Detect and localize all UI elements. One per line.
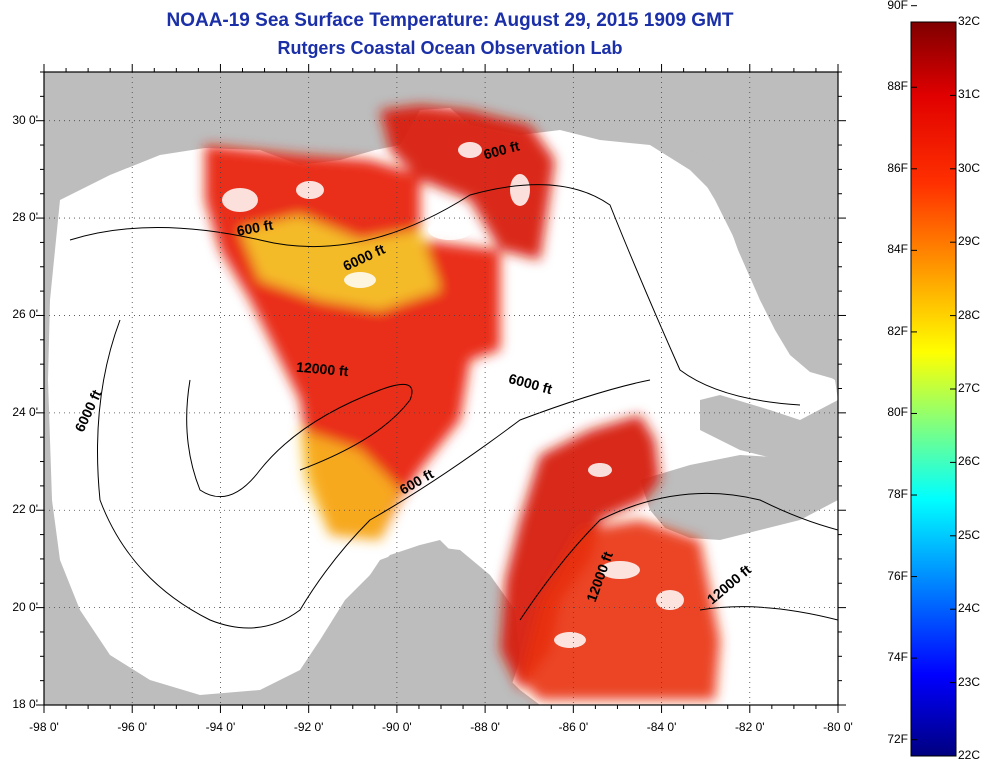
colorbar-fahrenheit-label: 86F <box>887 160 908 175</box>
colorbar-fahrenheit-label: 74F <box>887 650 908 665</box>
colorbar <box>910 21 957 757</box>
contour-label: 12000 ft <box>296 359 350 380</box>
contour-6000ft <box>97 319 651 629</box>
x-tick-label: -80 0' <box>823 720 853 734</box>
sst-swath-south <box>520 520 720 700</box>
contour-label: 600 ft <box>235 217 274 239</box>
colorbar-fahrenheit-label: 88F <box>887 79 908 94</box>
x-tick-label: -86 0' <box>558 720 589 734</box>
axis-ticks <box>36 64 846 713</box>
colorbar-celsius-label: 25C <box>958 527 981 542</box>
florida <box>690 130 838 380</box>
sst-swath-cool2 <box>300 430 400 540</box>
y-tick-label: 18 0' <box>12 697 38 711</box>
colorbar-celsius-label: 22C <box>958 748 981 762</box>
x-tick-label: -98 0' <box>29 720 59 734</box>
colorbar-celsius-label: 27C <box>958 381 981 395</box>
colorbar-celsius-label: 26C <box>958 454 981 469</box>
contour-cuba <box>519 492 838 621</box>
y-tick-label: 30 0' <box>12 112 38 127</box>
cuba <box>640 455 838 540</box>
x-tick-label: -88 0' <box>470 720 500 734</box>
y-tick-label: 26 0' <box>12 307 38 322</box>
colorbar-celsius-label: 28C <box>958 307 981 322</box>
colorbar-fahrenheit-label: 80F <box>887 405 908 420</box>
yucatan <box>330 545 520 705</box>
colorbar-fahrenheit-label: 76F <box>887 568 908 583</box>
colorbar-fahrenheit-label: 72F <box>887 731 908 746</box>
sst-swath-north <box>380 105 555 260</box>
x-tick-label: -90 0' <box>382 720 412 734</box>
contour-600ft <box>69 184 801 406</box>
colorbar-celsius-label: 32C <box>958 14 981 28</box>
colorbar-celsius-label: 31C <box>958 87 981 102</box>
colorbar-celsius-label: 24C <box>958 601 981 616</box>
y-tick-label: 22 0' <box>12 502 38 517</box>
colorbar-celsius-label: 30C <box>958 160 981 175</box>
x-tick-label: -92 0' <box>293 720 324 734</box>
colorbar-celsius-label: 29C <box>958 234 981 249</box>
colorbar-fahrenheit-label: 78F <box>887 487 908 502</box>
chart-subtitle: Rutgers Coastal Ocean Observation Lab <box>277 38 623 58</box>
colorbar-celsius-label: 23C <box>958 674 981 689</box>
y-tick-label: 20 0' <box>12 599 38 614</box>
contour-12000ft <box>186 379 413 498</box>
sst-swath-cool <box>240 215 440 310</box>
chart-title: NOAA-19 Sea Surface Temperature: August … <box>166 10 734 31</box>
y-tick-label: 28 0' <box>12 210 38 225</box>
colorbar-fahrenheit-label: 84F <box>887 242 908 257</box>
colorbar-fahrenheit-label: 82F <box>887 323 908 338</box>
x-tick-label: -82 0' <box>734 720 765 734</box>
colorbar-ticks <box>911 5 956 757</box>
x-tick-label: -94 0' <box>205 720 236 734</box>
colorbar-fahrenheit-label: 90F <box>887 0 908 12</box>
x-tick-label: -96 0' <box>117 720 148 734</box>
x-tick-label: -84 0' <box>646 720 677 734</box>
y-tick-label: 24 0' <box>12 404 38 419</box>
